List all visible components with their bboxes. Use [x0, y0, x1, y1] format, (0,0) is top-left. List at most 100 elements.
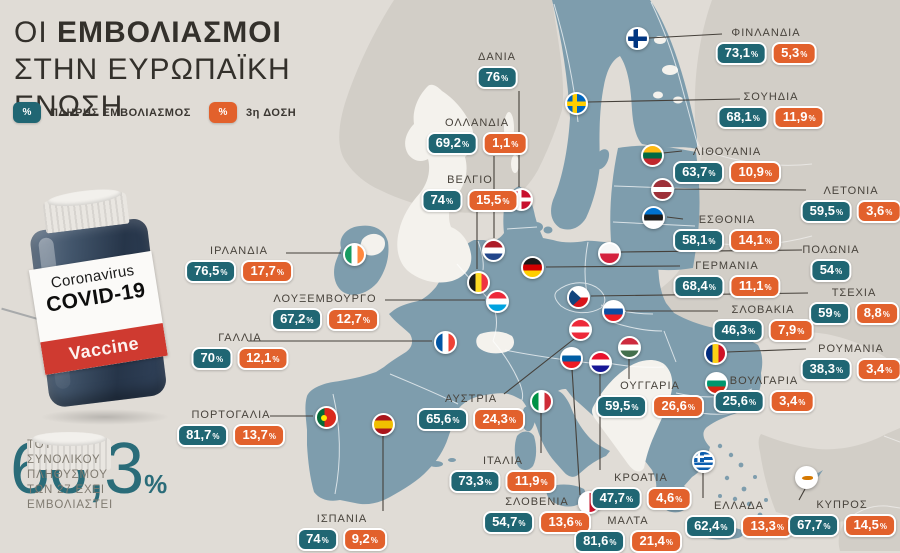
country-name: ΙΡΛΑΝΔΙΑ — [210, 245, 268, 257]
percent-sign: % — [823, 522, 831, 531]
switzerland-landmass — [476, 331, 514, 354]
full-vaccination-badge: 67,2% — [271, 308, 323, 332]
third-dose-badge: 12,7% — [327, 308, 379, 332]
country-label-cz: ΤΣΕΧΙΑ 59% 8,8% — [809, 287, 899, 326]
percent-sign: % — [321, 536, 329, 545]
badge-value: 3,6 — [866, 203, 885, 218]
pl-flag-icon — [597, 241, 621, 265]
country-name: ΠΟΛΩΝΙΑ — [802, 244, 860, 256]
title-line-1: ΟΙ ΕΜΒΟΛΙΑΣΜΟΙ — [14, 16, 282, 49]
badge-value: 13,7 — [242, 427, 268, 442]
third-dose-badge: 3,4% — [770, 390, 815, 414]
eu-total-stat: 66,3% ΤΟΥ ΣΥΝΟΛΙΚΟΥ ΠΛΗΘΥΣΜΟΥ ΤΩΝ 27 ΕΧΕ… — [10, 432, 168, 511]
third-dose-badge: 3,4% — [857, 358, 900, 382]
third-dose-badge: 9,2% — [342, 528, 387, 552]
third-dose-badge: 11,1% — [729, 275, 781, 299]
badge-value: 65,6 — [426, 411, 452, 426]
percent-sign: % — [835, 208, 844, 217]
se-flag-icon — [564, 91, 588, 115]
third-dose-badge: 11,9% — [773, 106, 825, 130]
third-dose-badge: 24,3% — [473, 408, 525, 432]
third-dose-badge: 12,1% — [237, 347, 289, 371]
percent-sign: % — [708, 237, 716, 246]
country-label-pt: ΠΟΡΤΟΓΑΛΙΑ 81,7% 13,7% — [177, 409, 285, 448]
lv-flag-icon — [650, 177, 674, 201]
country-name: ΡΟΥΜΑΝΙΑ — [818, 343, 884, 355]
menorca-island — [448, 458, 456, 462]
country-label-cy: ΚΥΠΡΟΣ 67,7% 14,5% — [788, 499, 896, 538]
percent-sign: % — [625, 495, 634, 504]
percent-sign: % — [797, 327, 805, 336]
full-vaccination-badge: 76% — [476, 66, 518, 90]
full-vaccination-badge: 68,1% — [717, 106, 769, 130]
it-flag-icon — [529, 389, 553, 413]
badge-value: 68,4 — [682, 278, 708, 293]
country-name: ΚΡΟΑΤΙΑ — [614, 472, 668, 484]
percent-sign: % — [720, 523, 728, 532]
badge-value: 13,6 — [548, 514, 574, 529]
sk-flag-icon — [601, 299, 625, 323]
percent-sign: % — [215, 355, 224, 364]
badge-value: 76 — [485, 69, 501, 84]
country-label-hu: ΟΥΓΓΑΡΙΑ 59,5% 26,6% — [596, 380, 704, 419]
sweden-finland-landmass — [551, 0, 698, 230]
third-dose-badge: 15,5% — [467, 189, 519, 213]
full-vaccination-badge: 69,2% — [426, 132, 479, 156]
badge-value: 12,1 — [246, 350, 272, 365]
percent-sign: % — [764, 169, 772, 178]
country-label-hr: ΚΡΟΑΤΙΑ 47,7% 4,6% — [590, 472, 692, 511]
third-dose-badge: 17,7% — [241, 260, 293, 284]
badge-value: 5,3 — [781, 45, 800, 60]
badge-value: 11,9 — [514, 473, 540, 488]
percent-sign: % — [445, 197, 454, 206]
percent-sign: % — [220, 268, 228, 277]
badge-value: 17,7 — [250, 263, 276, 278]
percent-sign: % — [272, 355, 280, 364]
percent-chip-icon: % — [13, 102, 41, 123]
badge-value: 74 — [306, 531, 321, 546]
full-vaccination-badge: 59,5% — [800, 200, 853, 224]
country-name: ΓΕΡΜΑΝΙΑ — [695, 260, 759, 272]
be-flag-icon — [466, 270, 490, 294]
de-flag-icon — [520, 255, 544, 279]
country-name: ΙΤΑΛΙΑ — [482, 455, 524, 467]
country-label-gr: ΕΛΛΑΔΑ 62,4% 13,3% — [685, 500, 793, 539]
full-vaccination-badge: 81,7% — [177, 424, 229, 448]
badge-value: 69,2 — [435, 135, 461, 150]
full-vaccination-badge: 38,3% — [800, 358, 853, 382]
country-name: ΒΕΛΓΙΟ — [447, 174, 493, 186]
country-label-be: ΒΕΛΓΙΟ 74% 15,5% — [421, 174, 519, 213]
country-name: ΕΛΛΑΔΑ — [713, 500, 765, 512]
badge-value: 7,9 — [778, 322, 797, 337]
cy-flag-icon — [794, 465, 818, 489]
country-name: ΓΑΛΛΙΑ — [218, 332, 262, 344]
vaccine-vial: Coronavirus COVID-19 Vaccine — [26, 190, 169, 415]
country-label-pl: ΠΟΛΩΝΙΑ 54% — [802, 244, 860, 283]
country-name: ΙΣΠΑΝΙΑ — [316, 513, 368, 525]
badge-value: 74 — [430, 192, 445, 207]
percent-sign: % — [776, 523, 784, 532]
country-label-sk: ΣΛΟΒΑΚΙΑ 46,3% 7,9% — [712, 304, 814, 343]
percent-chip-icon: % — [208, 102, 237, 123]
percent-sign: % — [808, 114, 816, 123]
percent-sign: % — [144, 469, 168, 499]
full-vaccination-badge: 59,5% — [596, 395, 648, 419]
country-name: ΤΣΕΧΙΑ — [831, 287, 877, 299]
title-line-2: ΣΤΗΝ ΕΥΡΩΠΑΪΚΗ — [14, 53, 291, 86]
badge-value: 38,3 — [809, 361, 835, 376]
country-label-si: ΣΛΟΒΕΝΙΑ 54,7% 13,6% — [483, 496, 591, 535]
percent-sign: % — [306, 316, 314, 325]
badge-value: 54,7 — [492, 514, 518, 529]
legend-label: ΠΛΗΡΗΣ ΕΜΒΟΛΙΑΣΜΟΣ — [50, 106, 191, 119]
percent-sign: % — [835, 267, 843, 276]
full-vaccination-badge: 73,3% — [449, 470, 501, 494]
country-label-lv: ΛΕΤΟΝΙΑ 59,5% 3,6% — [800, 185, 900, 224]
vial-label: Coronavirus COVID-19 Vaccine — [28, 250, 168, 375]
country-label-de: ΓΕΡΜΑΝΙΑ 68,4% 11,1% — [673, 260, 781, 299]
country-label-mt: ΜΑΛΤΑ 81,6% 21,4% — [574, 515, 682, 553]
badge-value: 63,7 — [682, 164, 708, 179]
third-dose-badge: 21,4% — [630, 530, 682, 553]
percent-sign: % — [502, 197, 510, 206]
third-dose-badge: 13,7% — [233, 424, 285, 448]
mallorca-island — [429, 461, 443, 467]
